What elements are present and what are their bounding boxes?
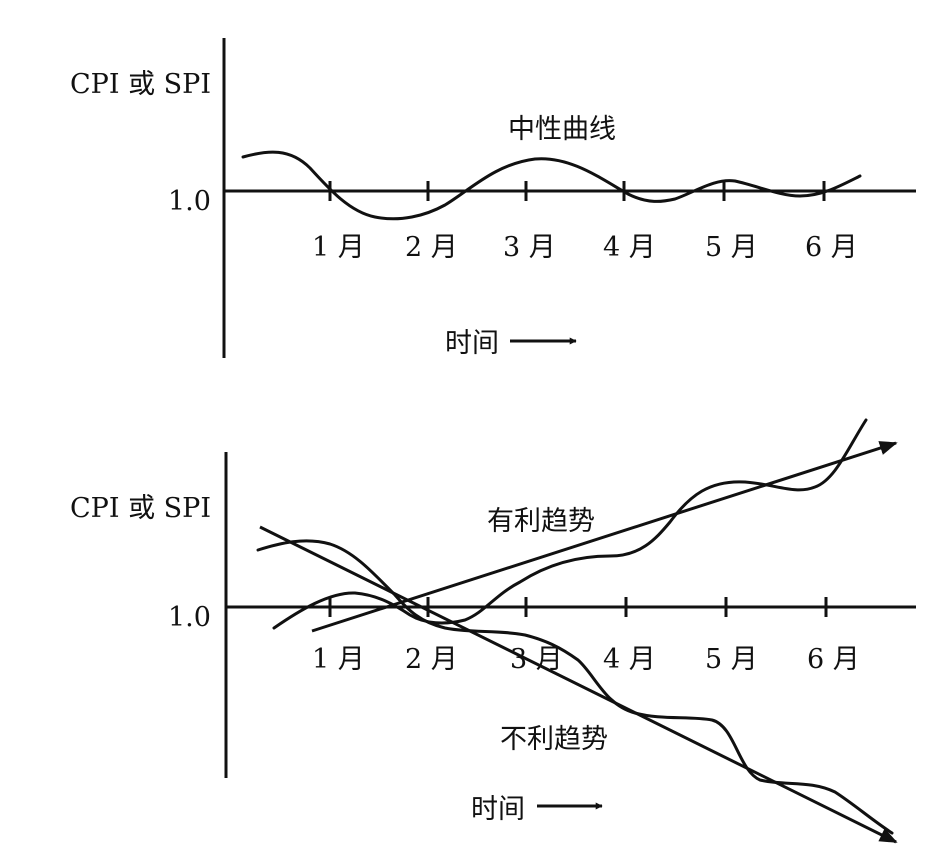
top-tick-label-5: 5 月 (705, 232, 758, 263)
top-tick-label-4: 4 月 (603, 232, 656, 263)
top-tick-labels: 1 月 2 月 3 月 4 月 5 月 6 月 (312, 232, 858, 263)
top-tick-label-1: 1 月 (312, 232, 365, 263)
top-time-label: 时间 (445, 328, 499, 359)
bottom-tick-label-6: 6 月 (807, 644, 860, 675)
bottom-time-label: 时间 (471, 794, 525, 825)
bottom-tick-label-2: 2 月 (405, 644, 458, 675)
top-curve-label: 中性曲线 (508, 114, 616, 145)
favorable-curve (272, 418, 868, 630)
bottom-tick-label-5: 5 月 (705, 644, 758, 675)
bottom-tick-labels: 1 月 2 月 3 月 4 月 5 月 6 月 (312, 644, 860, 675)
top-time-indicator: 时间 (445, 328, 577, 359)
top-tick-label-2: 2 月 (405, 232, 458, 263)
top-chart: CPI 或 SPI 1.0 中性曲线 1 月 2 月 3 月 4 月 5 月 6… (70, 38, 916, 359)
bottom-baseline-label: 1.0 (168, 602, 211, 633)
bottom-chart: CPI 或 SPI 1.0 有利趋势 不利趋势 1 月 2 月 3 月 4 月 … (70, 418, 916, 844)
top-tick-label-3: 3 月 (503, 232, 556, 263)
bottom-tick-label-4: 4 月 (603, 644, 656, 675)
unfavorable-trend-label: 不利趋势 (500, 724, 608, 755)
favorable-trend-label: 有利趋势 (487, 506, 595, 537)
top-y-axis-label: CPI 或 SPI (70, 69, 211, 100)
bottom-time-indicator: 时间 (471, 794, 603, 825)
bottom-tick-label-1: 1 月 (312, 644, 365, 675)
bottom-tick-label-3: 3 月 (510, 644, 563, 675)
top-tick-label-6: 6 月 (805, 232, 858, 263)
bottom-y-axis-label: CPI 或 SPI (70, 493, 211, 524)
unfavorable-curve (256, 539, 894, 835)
top-baseline-label: 1.0 (168, 186, 211, 217)
neutral-curve (241, 150, 862, 221)
bottom-ticks (328, 597, 828, 617)
unfavorable-trend-line (259, 525, 898, 844)
favorable-trend-line (311, 441, 898, 633)
